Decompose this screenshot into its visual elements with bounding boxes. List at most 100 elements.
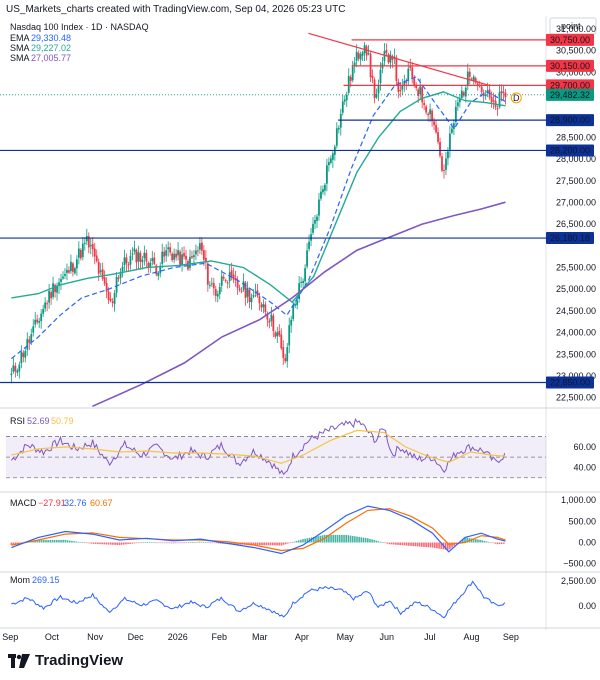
x-tick-label: Sep (2, 632, 18, 642)
candle-body (379, 69, 382, 83)
candle-body (490, 96, 493, 103)
macd-histogram-bar (317, 536, 319, 543)
macd-histogram-bar (174, 542, 177, 544)
macd-histogram-bar (34, 540, 36, 543)
macd-histogram-bar (140, 542, 142, 544)
candle-body (34, 319, 37, 325)
macd-histogram-bar (101, 542, 103, 545)
macd-histogram-bar (155, 542, 157, 544)
macd-histogram-bar (356, 536, 358, 543)
candle-body (500, 90, 503, 94)
macd-histogram-bar (496, 542, 499, 545)
level-tag-label: 28,200.00 (550, 145, 590, 155)
macd-histogram-bar (263, 542, 265, 546)
macd-histogram-bar (43, 539, 45, 543)
candle-body (93, 248, 96, 257)
macd-histogram-bar (395, 542, 397, 545)
macd-histogram-bar (194, 542, 196, 543)
macd-histogram-bar (392, 542, 395, 545)
macd-histogram-bar (129, 542, 131, 544)
macd-histogram-bar (336, 534, 339, 543)
candle-body (431, 110, 433, 122)
candle-body (89, 245, 92, 247)
macd-histogram-bar (345, 534, 347, 543)
candle-body (417, 89, 420, 96)
candle-body (36, 319, 39, 323)
candle-body (228, 272, 231, 282)
y-tick-label: 25,000.00 (556, 284, 596, 294)
macd-legend-value: −27.91 (38, 498, 66, 508)
candle-body (38, 321, 41, 323)
macd-legend-name: MACD (10, 498, 37, 508)
candle-body (415, 85, 418, 89)
macd-histogram-bar (176, 542, 179, 544)
candle-body (167, 247, 170, 250)
candle-body (139, 253, 142, 262)
candle-body (236, 280, 239, 289)
y-tick-label: −500.00 (563, 559, 596, 569)
macd-histogram-bar (446, 542, 449, 550)
macd-histogram-bar (464, 537, 466, 543)
candle-body (91, 243, 94, 250)
macd-histogram-bar (427, 542, 430, 548)
candle-body (464, 87, 467, 97)
macd-histogram-bar (55, 539, 58, 543)
macd-histogram-bar (183, 542, 185, 544)
candle-body (208, 284, 211, 286)
macd-histogram-bar (86, 542, 88, 544)
candle-body (326, 165, 328, 184)
macd-histogram-bar (138, 542, 140, 544)
macd-histogram-bar (302, 539, 304, 543)
x-tick-label: Feb (212, 632, 228, 642)
candle-body (329, 158, 332, 163)
candle-body (300, 281, 303, 283)
rsi-legend-name: RSI (10, 416, 25, 426)
macd-histogram-bar (107, 542, 110, 545)
macd-histogram-bar (423, 542, 425, 547)
macd-histogram-bar (105, 542, 108, 545)
candle-body (70, 261, 72, 272)
macd-histogram-bar (440, 542, 443, 549)
macd-histogram-bar (166, 542, 168, 544)
candle-body (153, 257, 156, 264)
candle-body (472, 76, 475, 81)
macd-histogram-bar (438, 542, 440, 549)
macd-histogram-bar (414, 542, 417, 547)
macd-histogram-bar (254, 542, 257, 546)
macd-histogram-bar (382, 542, 384, 544)
macd-histogram-bar (287, 542, 289, 544)
macd-histogram-bar (338, 534, 341, 543)
tradingview-icon (8, 653, 30, 668)
candle-body (147, 262, 150, 268)
macd-histogram-bar (334, 534, 337, 543)
candle-body (177, 250, 179, 256)
candle-body (26, 339, 29, 350)
level-tag (546, 59, 594, 72)
chart-caption: US_Markets_charts created with TradingVi… (6, 4, 346, 15)
candle-body (383, 51, 386, 62)
candle-body (385, 49, 388, 53)
macd-histogram-bar (196, 541, 198, 543)
y-tick-label: 30,000.00 (556, 67, 596, 77)
macd-histogram-bar (472, 538, 475, 543)
macd-histogram-bar (284, 542, 287, 545)
macd-histogram-bar (315, 536, 317, 543)
candle-body (60, 279, 62, 282)
legend-value: 27,005.77 (31, 53, 71, 63)
candle-body (58, 282, 60, 287)
candle-body (355, 51, 358, 61)
candle-body (131, 253, 134, 255)
candle-body (441, 156, 443, 171)
candle-body (119, 272, 122, 279)
macd-histogram-bar (397, 542, 399, 545)
candle-body (73, 268, 76, 274)
candle-body (280, 334, 283, 349)
candle-body (435, 124, 437, 133)
candle-body (427, 113, 430, 116)
candle-body (397, 81, 400, 92)
candle-body (79, 249, 82, 259)
y-tick-label: 27,000.00 (556, 197, 596, 207)
level-tag-label: 30,750.00 (550, 35, 590, 45)
y-tick-label: 40.00 (573, 462, 596, 472)
